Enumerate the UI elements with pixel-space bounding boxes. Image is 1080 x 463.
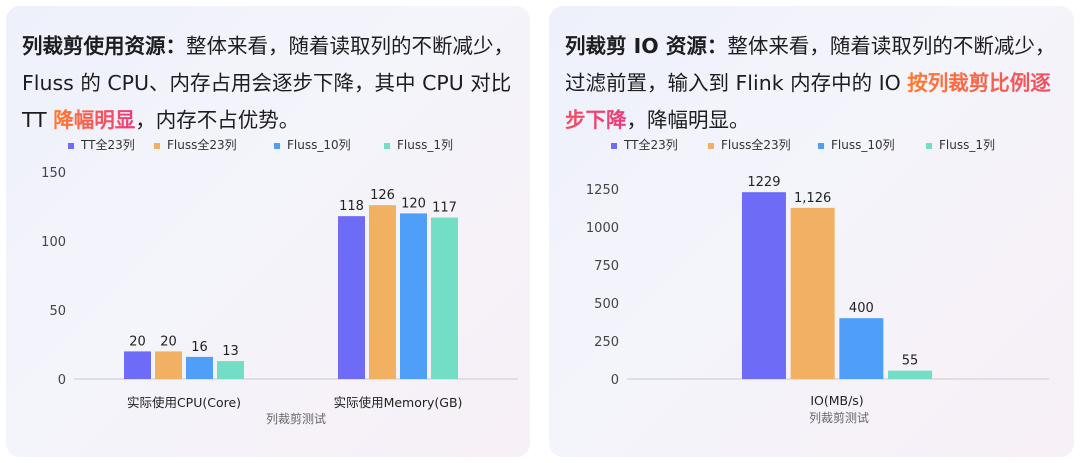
x-tick-label: 实际使用Memory(GB) [334, 395, 463, 410]
right-text-a: 整体来看，随着读取列的不断减少，过滤前置，输入到 Flink 内存中的 IO [565, 34, 1056, 95]
x-axis-title: 列裁剪测试 [266, 411, 326, 426]
data-label: 20 [129, 334, 146, 349]
data-label: 16 [191, 340, 208, 355]
left-text-b: ，内存不占优势。 [135, 108, 300, 132]
y-tick-label: 1000 [586, 221, 619, 236]
y-tick-label: 250 [594, 335, 619, 350]
data-label: 126 [370, 188, 395, 203]
legend-swatch [154, 143, 160, 149]
bar [741, 192, 786, 379]
data-label: 20 [160, 334, 177, 349]
y-tick-label: 500 [594, 297, 619, 312]
y-tick-label: 100 [41, 235, 66, 250]
y-tick-label: 1250 [586, 183, 619, 198]
bar [790, 207, 835, 379]
legend-label: Fluss_10列 [831, 138, 895, 152]
io-bar-chart: TT全23列 Fluss全23列 Fluss_10列 Fluss_1列 0 250 500 7… [586, 137, 1049, 425]
data-label: 120 [401, 196, 426, 211]
legend-swatch [611, 143, 617, 149]
right-description: 列裁剪 IO 资源：整体来看，随着读取列的不断减少，过滤前置，输入到 Flink… [565, 28, 1065, 139]
left-highlight: 降幅明显 [53, 108, 136, 132]
right-heading: 列裁剪 IO 资源： [565, 34, 728, 58]
x-axis-title: 列裁剪测试 [809, 410, 869, 425]
legend-swatch [708, 143, 714, 149]
right-text-b: ，降幅明显。 [626, 108, 750, 132]
data-label: 118 [339, 199, 364, 214]
data-label: 400 [849, 301, 874, 316]
y-tick-label: 50 [49, 304, 66, 319]
cpu-memory-bar-chart: TT全23列 Fluss全23列 Fluss_10列 Fluss_1列 0 50 100 15… [41, 137, 518, 426]
bar [369, 205, 396, 379]
legend-swatch [384, 143, 390, 149]
y-tick-label: 0 [58, 373, 66, 388]
data-label: 55 [902, 354, 919, 369]
bar [400, 213, 427, 379]
legend-label: Fluss全23列 [167, 137, 237, 152]
data-label: 117 [432, 201, 457, 216]
legend-label: Fluss_10列 [287, 138, 351, 152]
legend-swatch [818, 143, 824, 149]
bar [888, 370, 933, 379]
y-tick-label: 0 [611, 373, 619, 388]
data-label: 13 [222, 344, 239, 359]
bar [217, 361, 244, 379]
right-card: 列裁剪 IO 资源：整体来看，随着读取列的不断减少，过滤前置，输入到 Flink… [549, 6, 1074, 457]
left-card: 列裁剪使用资源：整体来看，随着读取列的不断减少，Fluss 的 CPU、内存占用… [6, 6, 530, 457]
left-description: 列裁剪使用资源：整体来看，随着读取列的不断减少，Fluss 的 CPU、内存占用… [22, 28, 522, 139]
legend-label: Fluss_1列 [939, 138, 995, 152]
legend-label: Fluss全23列 [721, 137, 791, 152]
bar [431, 217, 458, 379]
x-tick-label: IO(MB/s) [810, 393, 863, 408]
data-label: 1,126 [794, 191, 831, 206]
legend-label: Fluss_1列 [397, 138, 453, 152]
x-tick-label: 实际使用CPU(Core) [127, 395, 241, 410]
bar [155, 351, 182, 379]
y-tick-label: 150 [41, 166, 66, 181]
bar [338, 216, 365, 379]
legend-label: TT全23列 [623, 137, 678, 152]
legend-swatch [926, 143, 932, 149]
legend-swatch [274, 143, 280, 149]
legend-label: TT全23列 [80, 137, 135, 152]
left-heading: 列裁剪使用资源： [22, 34, 186, 58]
bar [186, 356, 213, 379]
right-highlight: 按列裁剪比例逐步下降 [565, 71, 1051, 132]
legend-swatch [68, 143, 74, 149]
y-tick-label: 750 [594, 259, 619, 274]
data-label: 1229 [747, 175, 780, 190]
bar [839, 318, 884, 379]
left-text-a: 整体来看，随着读取列的不断减少，Fluss 的 CPU、内存占用会逐步下降，其中… [22, 34, 514, 132]
bar [124, 351, 151, 379]
